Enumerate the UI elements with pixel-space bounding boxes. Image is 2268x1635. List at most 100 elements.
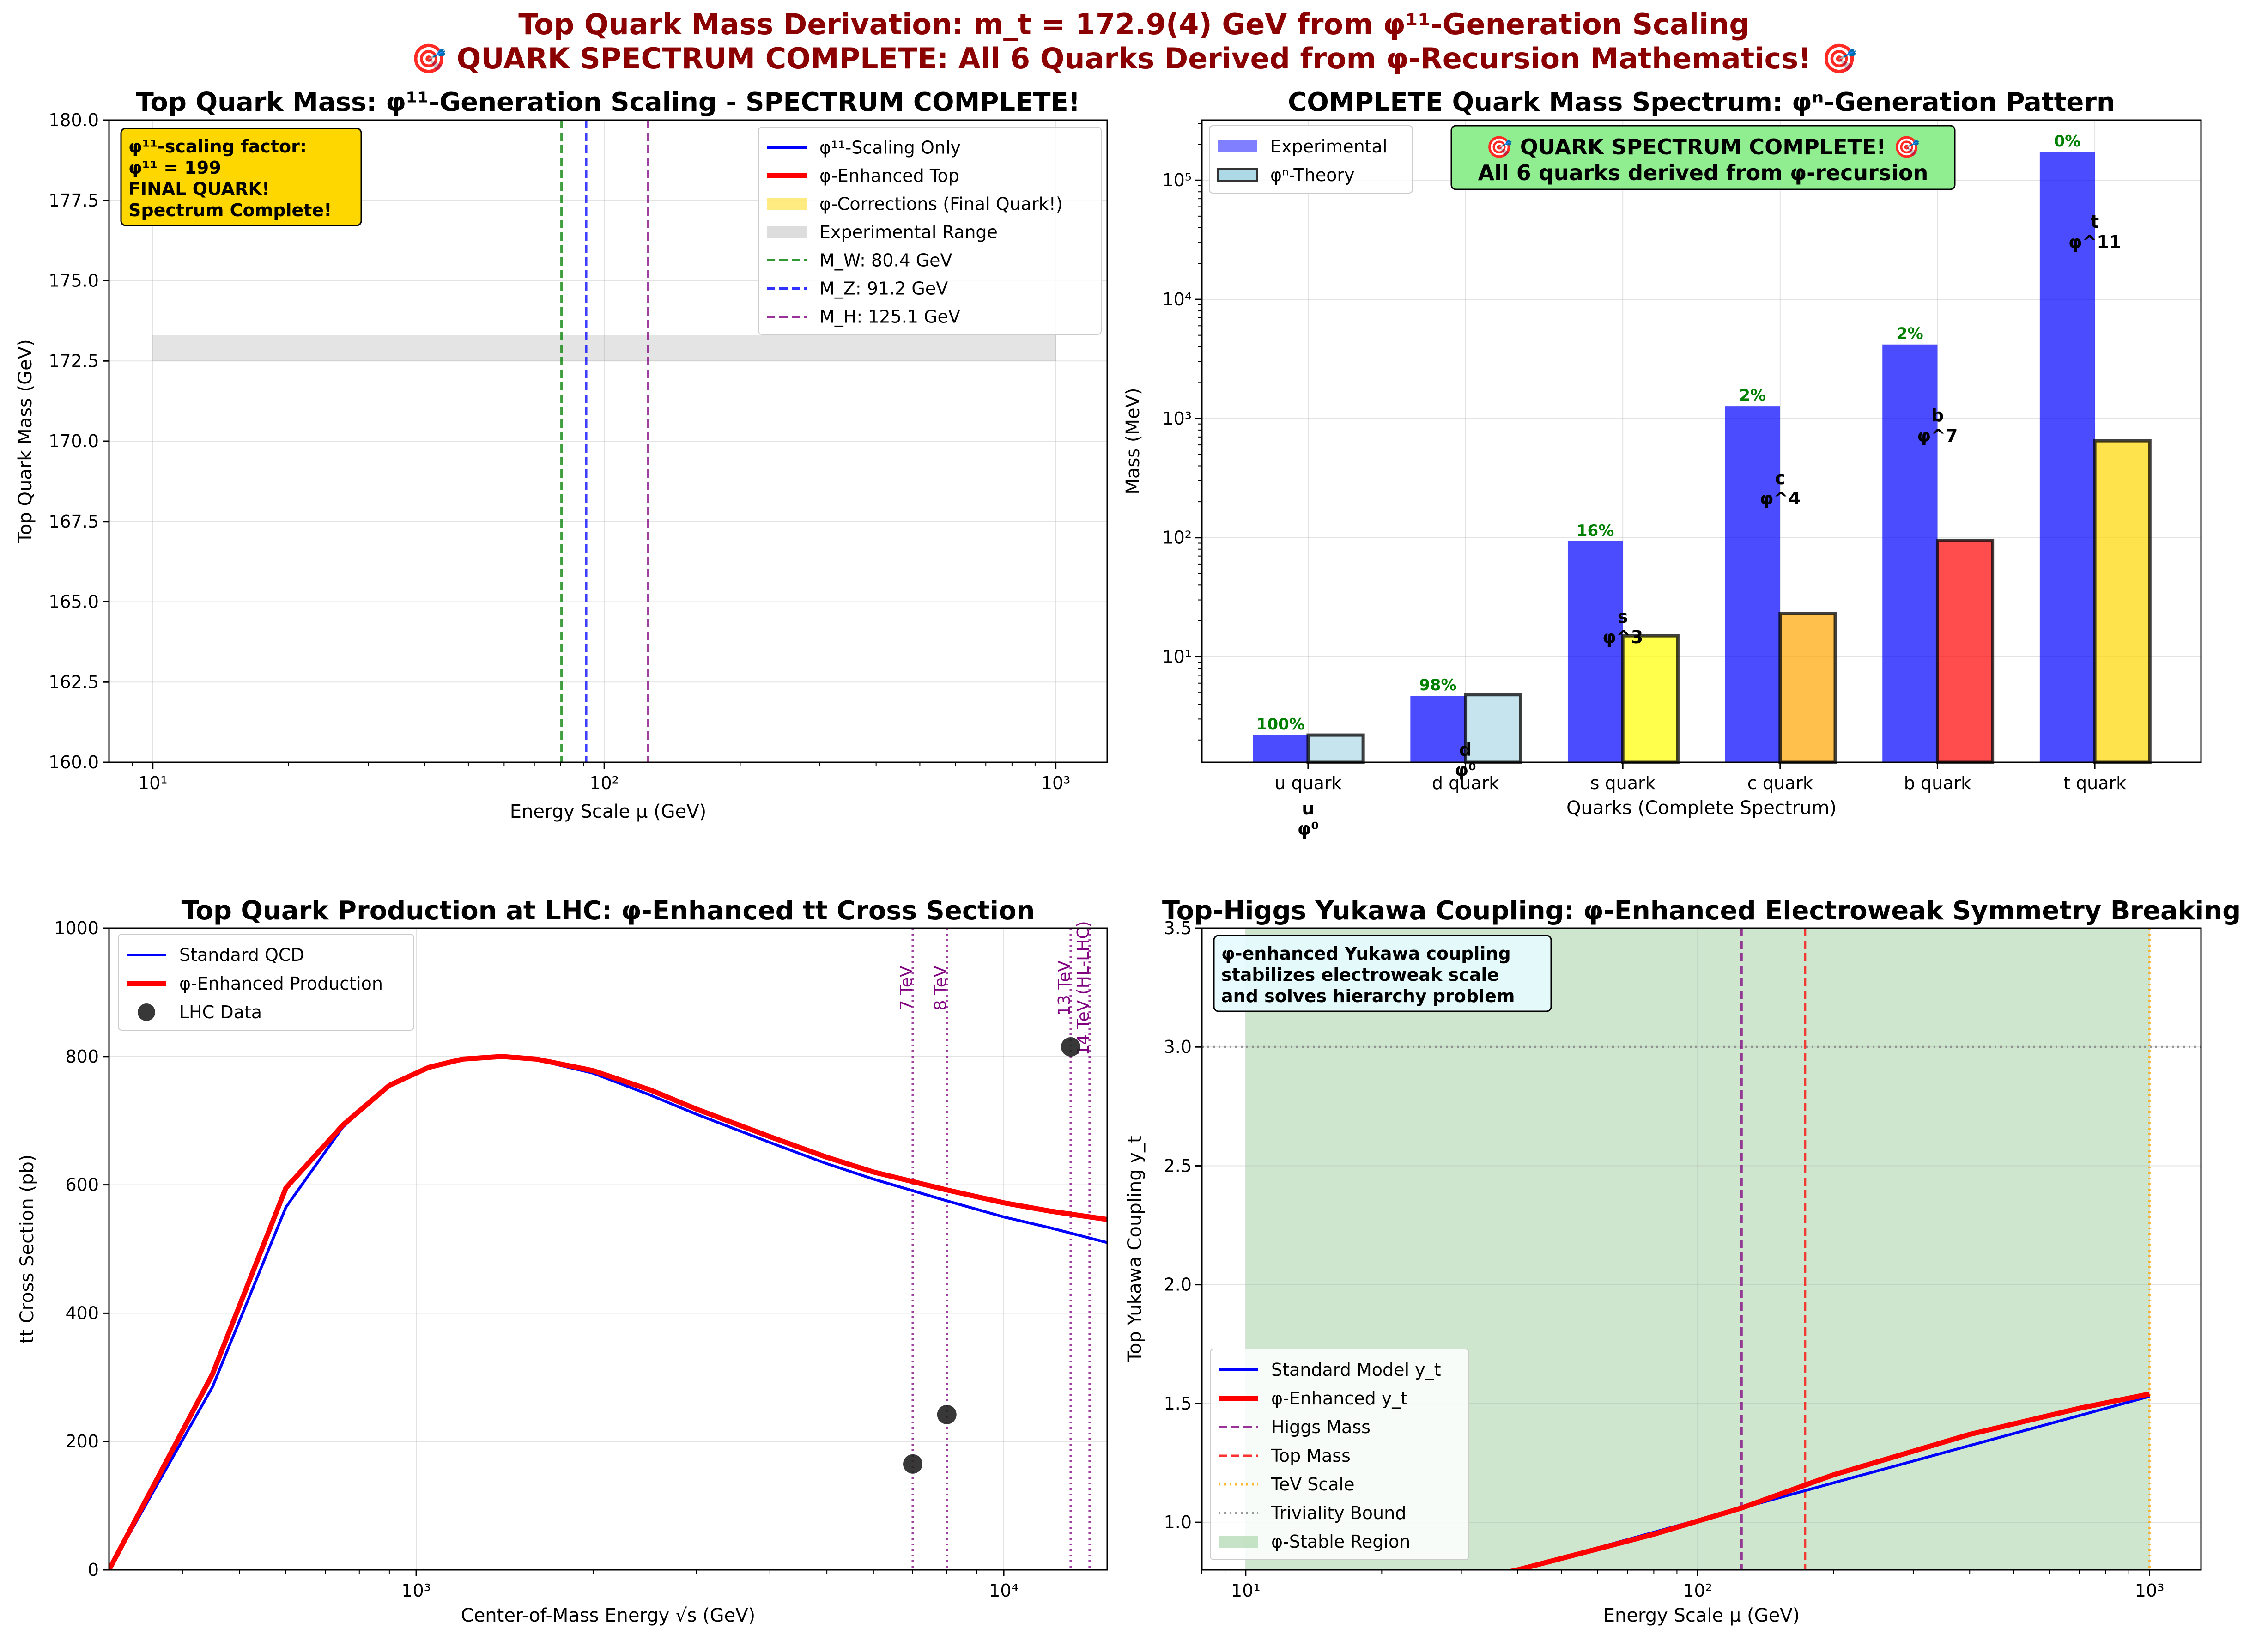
bar-theory	[1621, 634, 1680, 764]
y-tick-label: 10³	[1162, 408, 1192, 429]
bar-experimental	[1882, 344, 1938, 762]
legend-label: M_W: 80.4 GeV	[819, 250, 952, 271]
x-tick-label: s quark	[1590, 773, 1656, 793]
legend-label: Experimental Range	[819, 222, 998, 243]
lhc-data-point	[1061, 1037, 1080, 1057]
annotation-line: All 6 quarks derived from φ-recursion	[1478, 160, 1928, 185]
legend-swatch	[767, 198, 807, 210]
y-tick-label: 2.0	[1164, 1275, 1192, 1295]
annotation-frame	[1450, 125, 1956, 190]
annotation-line: Spectrum Complete!	[128, 200, 332, 220]
legend-label: φ¹¹-Scaling Only	[819, 138, 961, 158]
legend-label: Standard QCD	[179, 945, 304, 965]
y-tick-label: 1.5	[1164, 1393, 1192, 1414]
annotation-frame	[1213, 935, 1552, 1012]
annotation-line: φ¹¹ = 199	[128, 158, 221, 178]
legend-label: Triviality Bound	[1271, 1503, 1406, 1523]
energy-vline-label: 14 TeV (HL-LHC)	[1074, 921, 1093, 1055]
accuracy-label: 16%	[1577, 522, 1614, 540]
legend-frame	[1209, 125, 1413, 194]
generation-label-power: φ^3	[1602, 627, 1643, 647]
bar-theory	[1306, 733, 1365, 764]
lhc-data-point	[937, 1404, 957, 1424]
x-tick-label: 10¹	[1231, 1580, 1261, 1601]
bar-experimental	[2039, 152, 2095, 762]
x-axis-label: Quarks (Complete Spectrum)	[1566, 797, 1837, 819]
accuracy-label: 100%	[1256, 715, 1305, 734]
y-tick-label: 162.5	[49, 672, 99, 692]
bar-experimental	[1725, 406, 1780, 762]
x-tick-label: 10²	[589, 773, 619, 793]
generation-label-name: s	[1618, 607, 1628, 627]
panel-title: Top Quark Production at LHC: φ-Enhanced …	[182, 896, 1035, 926]
y-tick-label: 175.0	[49, 271, 99, 291]
panel-title: COMPLETE Quark Mass Spectrum: φⁿ-Generat…	[1288, 87, 2115, 117]
y-tick-label: 180.0	[49, 110, 99, 130]
legend-label: φ-Stable Region	[1271, 1532, 1410, 1552]
y-tick-label: 10⁵	[1162, 170, 1192, 190]
y-tick-label: 10⁴	[1162, 289, 1192, 310]
annotation: 🎯 QUARK SPECTRUM COMPLETE! 🎯All 6 quarks…	[1450, 125, 1956, 190]
accuracy-label: 0%	[2054, 132, 2081, 151]
figure-subtitle: 🎯 QUARK SPECTRUM COMPLETE: All 6 Quarks …	[411, 42, 1857, 75]
y-tick-label: 3.5	[1164, 918, 1192, 938]
accuracy-label: 2%	[1739, 386, 1766, 405]
bar-experimental	[1567, 541, 1623, 762]
x-tick-label: 10²	[1683, 1580, 1712, 1601]
legend-swatch	[767, 226, 807, 238]
bar-theory	[1935, 538, 1995, 764]
legend-swatch	[1217, 168, 1258, 182]
legend: Experimental φⁿ-Theory	[1209, 125, 1413, 194]
y-tick-label: 10²	[1162, 528, 1192, 548]
legend-frame	[1210, 1349, 1469, 1560]
x-tick-label: t quark	[2063, 773, 2126, 793]
legend-swatch	[1218, 140, 1257, 152]
annotation-line: stabilizes electroweak scale	[1221, 965, 1499, 985]
y-tick-label: 10¹	[1162, 647, 1192, 667]
legend-swatch	[1219, 1536, 1258, 1548]
legend-marker	[138, 1003, 155, 1021]
axes-frame	[1201, 119, 2202, 763]
y-tick-label: 167.5	[49, 511, 99, 532]
y-tick-label: 200	[65, 1431, 99, 1452]
x-axis-label: Energy Scale μ (GeV)	[510, 801, 706, 822]
generation-label-name: t	[2091, 212, 2099, 232]
legend: Standard QCD φ-Enhanced Production LHC Dat…	[118, 934, 414, 1031]
y-tick-label: 0	[88, 1560, 99, 1580]
generation-label-name: b	[1931, 405, 1944, 425]
x-axis-label: Center-of-Mass Energy √s (GeV)	[461, 1605, 755, 1626]
y-axis-label: Mass (MeV)	[1122, 388, 1144, 494]
annotation-line: φ¹¹-scaling factor:	[128, 136, 307, 157]
x-tick-label: 10³	[401, 1580, 431, 1601]
x-tick-label: 10³	[2135, 1580, 2165, 1601]
legend-frame	[118, 934, 414, 1031]
figure-title: Top Quark Mass Derivation: m_t = 172.9(4…	[518, 7, 1750, 41]
legend-frame	[758, 127, 1102, 335]
annotation-line: and solves hierarchy problem	[1221, 986, 1515, 1006]
y-tick-label: 3.0	[1164, 1037, 1192, 1057]
y-axis-label: Top Yukawa Coupling y_t	[1124, 1136, 1146, 1363]
legend-label: TeV Scale	[1271, 1474, 1354, 1495]
y-tick-label: 165.0	[49, 592, 99, 612]
y-tick-label: 177.5	[49, 190, 99, 211]
legend-label: Higgs Mass	[1271, 1417, 1371, 1437]
axes-frame	[108, 927, 1108, 1571]
y-tick-label: 400	[65, 1303, 99, 1323]
legend: Standard Model y_t φ-Enhanced y_t Higgs Ma…	[1210, 1349, 1469, 1560]
legend-label: φ-Enhanced Production	[179, 973, 383, 994]
energy-vline-label: 7 TeV	[897, 966, 916, 1010]
energy-vline-label: 8 TeV	[931, 966, 950, 1010]
y-tick-label: 170.0	[49, 431, 99, 451]
generation-label-power: φ^11	[2068, 232, 2121, 252]
generation-label-power: φ^7	[1917, 425, 1958, 446]
legend-label: φ-Enhanced y_t	[1271, 1388, 1407, 1409]
x-tick-label: 10³	[1041, 773, 1071, 793]
x-tick-label: d quark	[1432, 773, 1499, 793]
annotation-frame	[120, 128, 362, 226]
generation-label-name: c	[1775, 468, 1786, 488]
y-tick-label: 2.5	[1164, 1155, 1192, 1176]
bar-theory	[1464, 693, 1522, 764]
legend-label: Standard Model y_t	[1271, 1360, 1441, 1380]
